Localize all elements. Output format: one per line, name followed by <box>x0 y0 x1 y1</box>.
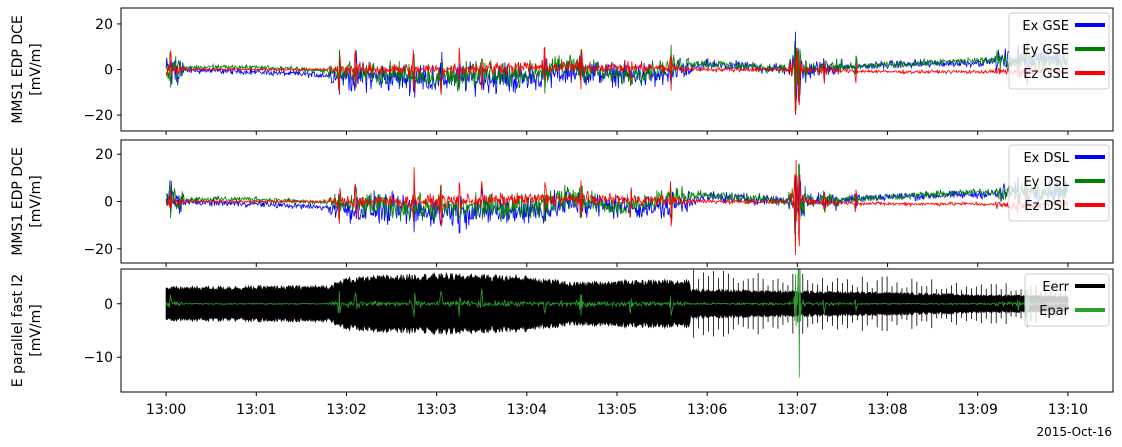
y-axis-unit: [mV/m] <box>28 175 44 228</box>
legend-label: Ey GSE <box>1022 43 1069 58</box>
date-label: 2015-Oct-16 <box>1036 425 1112 439</box>
legend-box <box>1008 12 1110 90</box>
x-tick-label: 13:02 <box>326 402 366 418</box>
legend-label: Ez DSL <box>1024 199 1069 214</box>
x-tick-label: 13:07 <box>777 402 817 418</box>
plot-area-3 <box>165 269 1069 378</box>
plot-area-1 <box>165 31 1069 116</box>
x-tick-label: 13:10 <box>1048 402 1088 418</box>
x-tick-label: 13:03 <box>416 402 456 418</box>
y-tick-label: 0 <box>104 297 113 313</box>
x-tick-label: 13:01 <box>236 402 276 418</box>
y-axis-label: MMS1 EDP DCE <box>10 147 26 255</box>
series-ey-dsl <box>165 163 1069 247</box>
plot-area-2 <box>165 159 1069 256</box>
y-axis-unit: [mV/m] <box>28 304 44 357</box>
series-epar <box>165 269 1069 378</box>
legend-label: Ex DSL <box>1023 151 1069 166</box>
x-tick-label: 13:04 <box>507 402 547 418</box>
y-tick-label: 20 <box>95 17 113 33</box>
legend: Ex DSL Ey DSL Ez DSL <box>1008 144 1110 222</box>
y-tick-label: −20 <box>83 108 113 124</box>
legend-label: Ez GSE <box>1023 67 1069 82</box>
legend: Eerr Epar <box>1024 273 1110 327</box>
x-tick-label: 13:06 <box>687 402 727 418</box>
panel-2: −20 0 20 MMS1 EDP DCE [mV/m] Ex DSL Ey DSL Ez D… <box>10 139 1114 267</box>
y-tick-label: −20 <box>83 242 113 258</box>
y-axis-label: E parallel fast l2 <box>10 274 26 387</box>
y-tick-label: −10 <box>83 350 113 366</box>
series-ey-gse <box>165 40 1069 109</box>
legend-label: Ey DSL <box>1023 175 1069 190</box>
legend-label: Ex GSE <box>1022 19 1069 34</box>
legend-label: Eerr <box>1042 280 1069 295</box>
panel-1: −20 0 20 MMS1 EDP DCE [mV/m] Ex GSE Ey GSE Ez G… <box>10 7 1114 135</box>
y-tick-label: 0 <box>104 195 113 211</box>
y-axis-label: MMS1 EDP DCE <box>10 15 26 123</box>
x-tick-label: 13:08 <box>867 402 907 418</box>
legend-box <box>1008 144 1110 222</box>
legend-label: Epar <box>1039 304 1069 319</box>
series-ez-gse <box>165 46 1069 116</box>
y-tick-label: 0 <box>104 63 113 79</box>
legend: Ex GSE Ey GSE Ez GSE <box>1008 12 1110 90</box>
x-tick-label: 13:05 <box>597 402 637 418</box>
y-tick-label: 20 <box>95 147 113 163</box>
panel-3: 13:00 13:01 13:02 13:03 13:04 13:05 13:06 13:07… <box>10 268 1114 418</box>
series-ez-dsl <box>165 159 1069 256</box>
x-tick-label: 13:00 <box>146 402 186 418</box>
x-tick-label: 13:09 <box>958 402 998 418</box>
y-axis-unit: [mV/m] <box>28 43 44 96</box>
